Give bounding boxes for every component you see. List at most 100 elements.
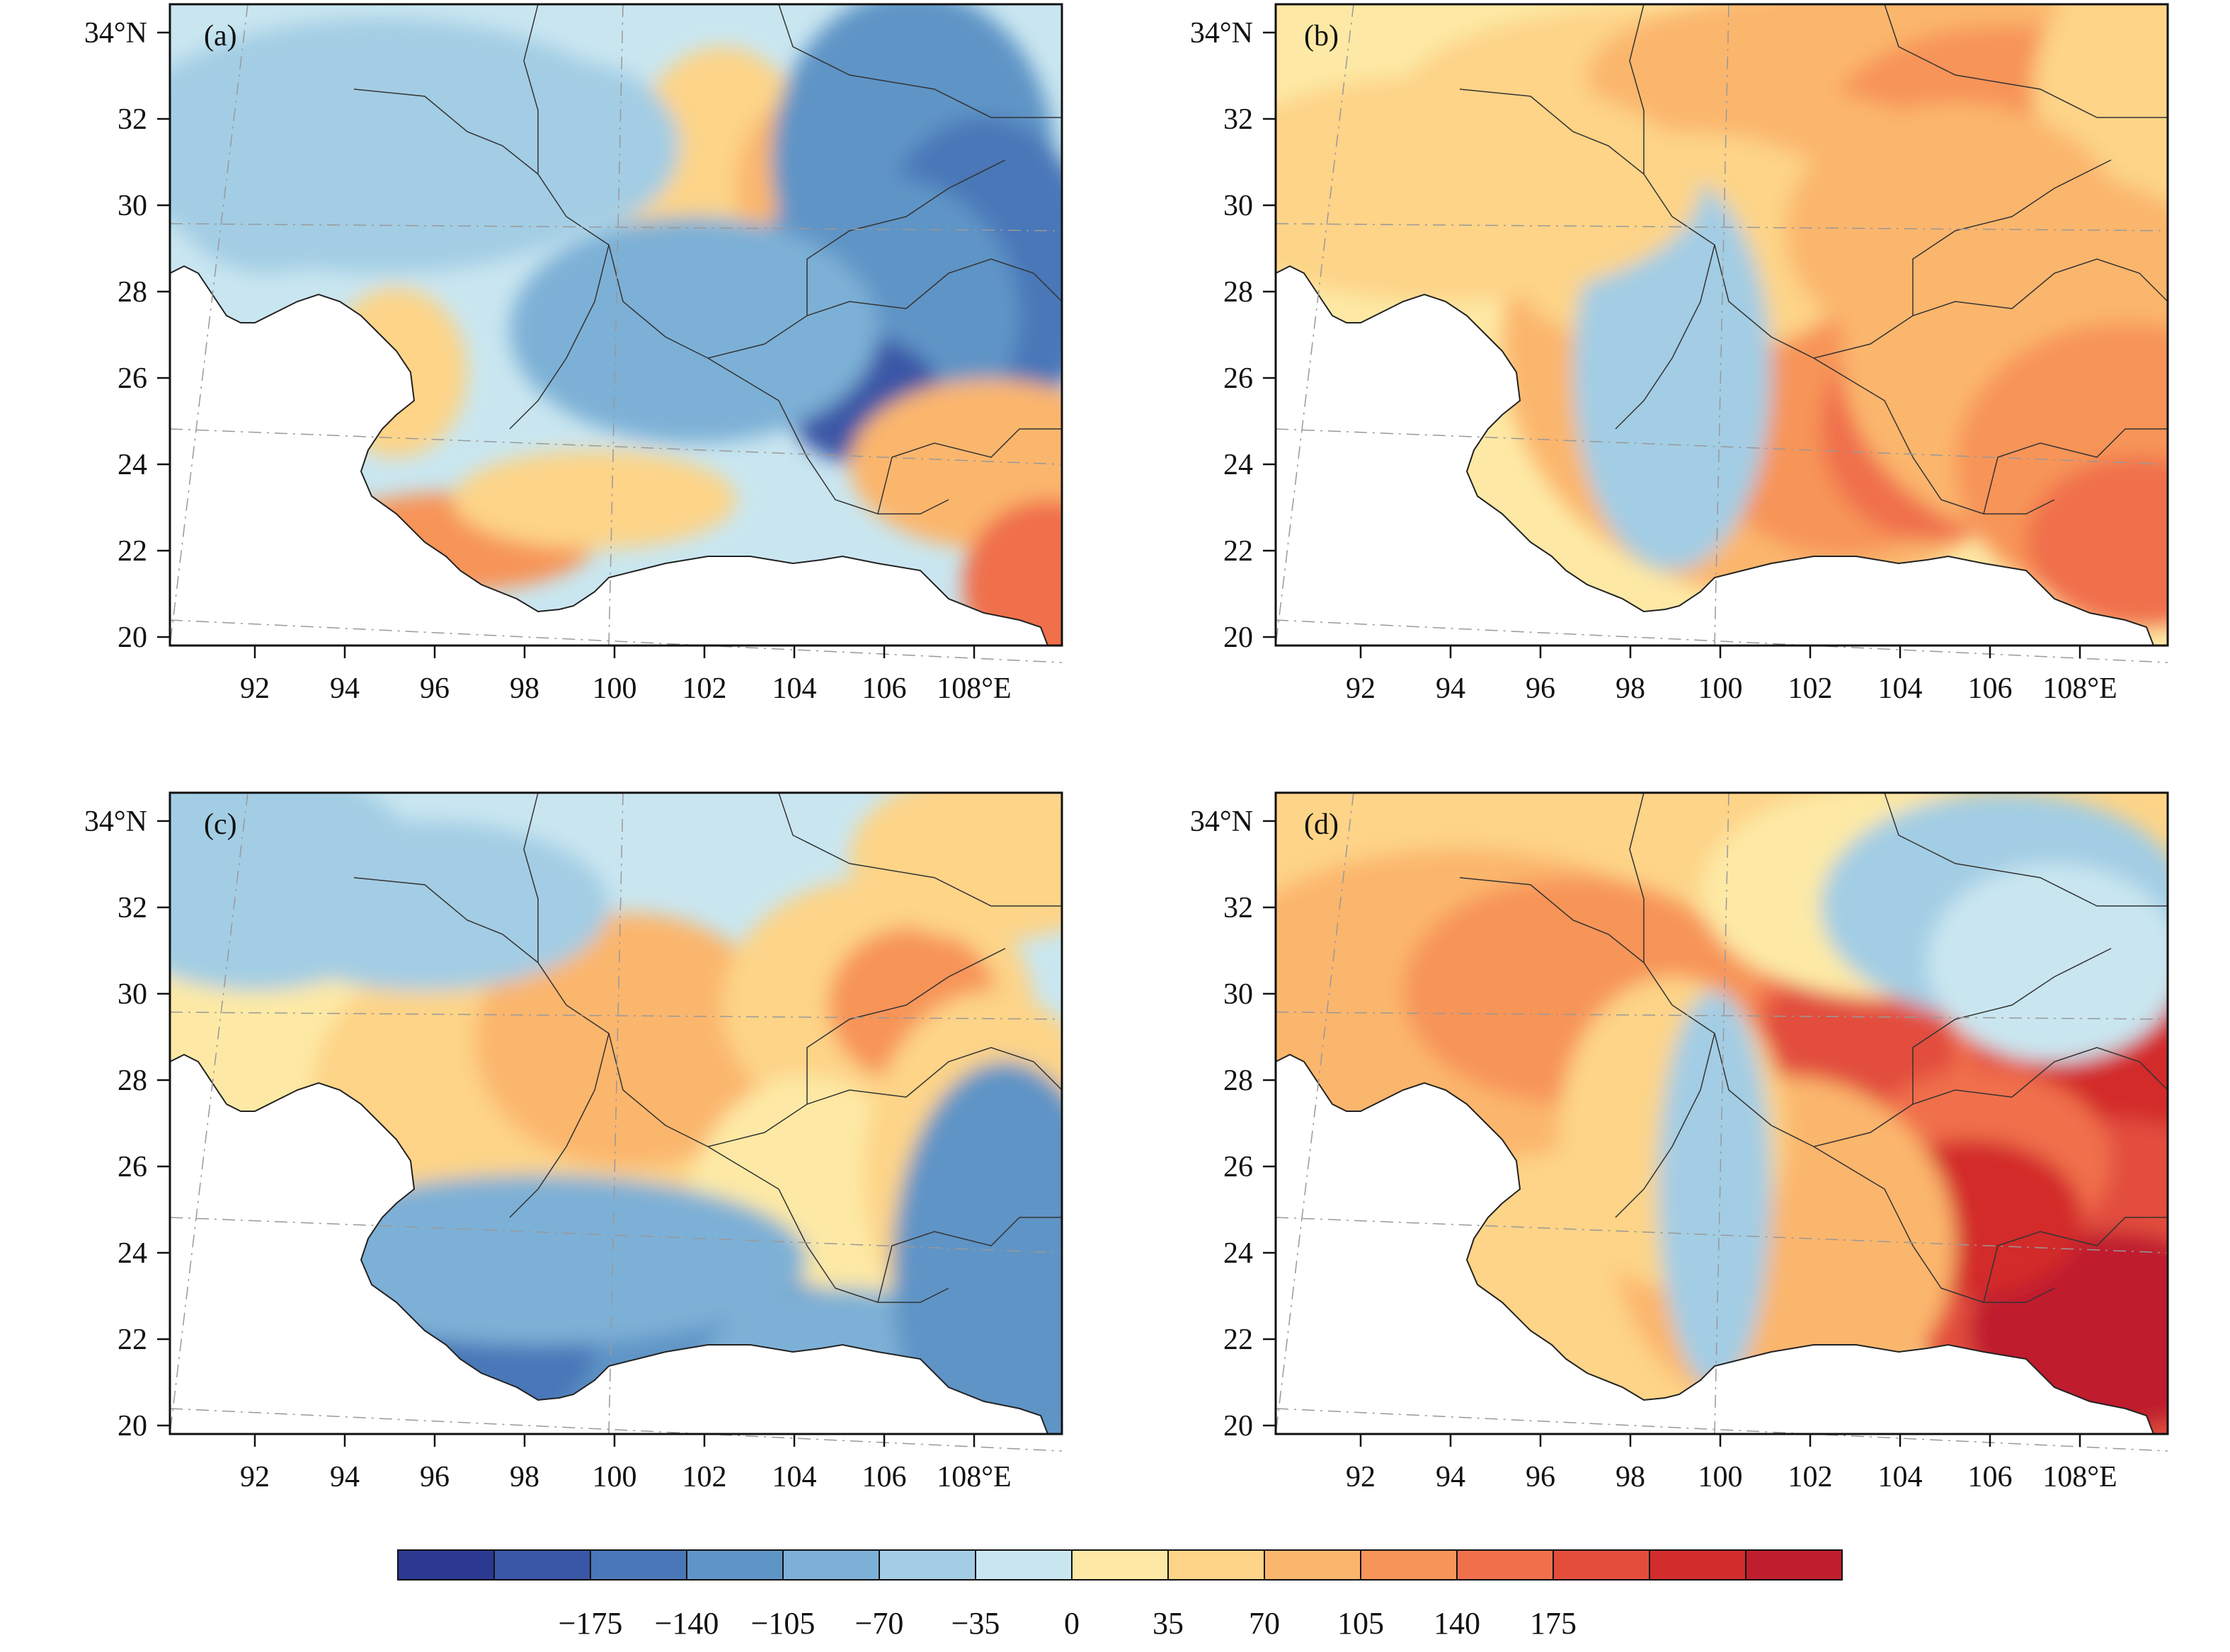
colorbar-box: [686, 1549, 784, 1581]
colorbar-box: [590, 1549, 687, 1581]
lon-tick-label: 106: [862, 672, 907, 705]
lon-tick-label: 100: [1698, 672, 1743, 705]
province-boundary: [353, 877, 539, 963]
lon-tick-label: 100: [593, 672, 637, 705]
overlay-b: [1274, 3, 2169, 663]
lat-tick-label: 34°N: [84, 17, 147, 50]
province-boundary: [707, 1146, 949, 1303]
province-boundary: [877, 1217, 1062, 1303]
lon-tick-label: 92: [240, 1461, 270, 1493]
province-boundary: [2011, 258, 2168, 309]
plot-frame: [1274, 3, 2169, 647]
lat-tick-label: 30: [1223, 978, 1253, 1011]
field-pattern-d: [1276, 793, 2168, 1434]
lon-tick-label: 108°E: [937, 1461, 1011, 1493]
lat-tick-label: 32: [1223, 892, 1253, 924]
province-boundary: [905, 258, 1063, 309]
lat-tick-label: 24: [118, 449, 147, 481]
field-blobs: [1276, 793, 2168, 1434]
colorbar-box: [1264, 1549, 1361, 1581]
graticule-line: [1275, 1217, 2168, 1254]
field-blobs: [1276, 4, 2168, 627]
contour-blob: [170, 103, 368, 273]
contour-blob: [510, 217, 878, 443]
colorbar-tick-label: 0: [1064, 1606, 1080, 1641]
province-boundary: [905, 1047, 1063, 1098]
lat-tick-label: 26: [1223, 1151, 1253, 1183]
province-boundary: [2011, 1047, 2168, 1098]
province-boundary: [1813, 1146, 2055, 1303]
coastline: [169, 4, 1063, 646]
graticule-line: [169, 619, 1063, 663]
graticule-line: [608, 4, 624, 646]
lat-tick-label: 20: [118, 621, 147, 654]
colorbar-box: [1649, 1549, 1746, 1581]
province-boundary: [1884, 4, 2168, 118]
field-pattern-b: [1276, 4, 2168, 646]
contour-blob: [850, 793, 1062, 941]
province-boundary: [806, 948, 1006, 1104]
lat-tick-label: 32: [118, 892, 147, 924]
graticule-line: [1714, 4, 1729, 646]
province-boundary: [1615, 244, 1715, 430]
province-boundary: [509, 244, 610, 430]
lat-tick-label: 28: [1223, 276, 1253, 309]
overlay-a: [168, 3, 1063, 663]
colorbar-box: [879, 1549, 976, 1581]
colorbar-tick-label: −175: [559, 1606, 623, 1641]
graticule-line: [1714, 792, 1729, 1435]
lon-tick-label: 92: [1346, 1461, 1376, 1493]
coastline: [1275, 4, 2168, 646]
province-boundary: [509, 1033, 610, 1218]
plot-frame: [1274, 791, 2169, 1435]
colorbar-box: [1167, 1549, 1265, 1581]
graticule-line: [169, 428, 1063, 465]
colorbar-box: [1071, 1549, 1169, 1581]
ticks-c: 34°N 32 30 28 26 24 22 20 92 94 96 98 100 102 104 106 10…: [84, 805, 1012, 1493]
colorbar-box: [1553, 1549, 1650, 1581]
lat-tick-label: 34°N: [1190, 17, 1253, 50]
colorbar-tick-label: 35: [1153, 1606, 1184, 1641]
lon-tick-label: 106: [1968, 672, 2013, 705]
province-boundary: [778, 4, 1062, 118]
lat-tick-label: 22: [118, 1324, 147, 1356]
province-boundary: [1459, 88, 1645, 175]
graticule-line: [169, 792, 248, 1435]
contour-blob: [474, 913, 786, 1168]
colorbar-tick-label: 105: [1337, 1606, 1384, 1641]
lon-tick-label: 94: [1436, 672, 1465, 705]
contour-blob: [2033, 4, 2168, 217]
colorbar-tick-label: 175: [1530, 1606, 1577, 1641]
lon-tick-label: 96: [420, 1461, 450, 1493]
graticule-line: [1275, 792, 1354, 1435]
lat-tick-label: 22: [1223, 535, 1253, 568]
coastline: [169, 792, 1063, 1435]
lon-tick-label: 102: [682, 672, 727, 705]
lon-tick-label: 96: [1526, 1461, 1555, 1493]
lat-tick-label: 32: [1223, 103, 1253, 136]
province-boundary: [1615, 1033, 1715, 1218]
lon-tick-label: 92: [240, 672, 270, 705]
contour-blob: [892, 1062, 1062, 1434]
graticule-line: [1275, 1408, 2168, 1452]
lon-tick-label: 96: [1526, 672, 1555, 705]
province-boundary: [1912, 948, 2112, 1104]
colorbar-labels: −175 −140 −105 −70 −35 0 35 70 105 140 175: [559, 1606, 1577, 1641]
lon-tick-label: 94: [330, 1461, 360, 1493]
field-pattern-a: [170, 4, 1062, 646]
colorbar-box: [1456, 1549, 1554, 1581]
lon-tick-label: 104: [1878, 672, 1923, 705]
land-field: [1276, 4, 2168, 646]
lat-tick-label: 24: [1223, 1237, 1253, 1270]
colorbar-tick-label: −105: [751, 1606, 816, 1641]
graticule-line: [1275, 4, 1354, 646]
lon-tick-label: 108°E: [2042, 1461, 2117, 1493]
graticule-line: [1275, 619, 2168, 663]
lon-tick-label: 100: [593, 1461, 637, 1493]
graticule-line: [169, 223, 1063, 231]
lat-tick-label: 30: [118, 978, 147, 1011]
contour-blob: [850, 379, 1062, 549]
lat-tick-label: 26: [1223, 362, 1253, 395]
graticule-line: [608, 792, 624, 1435]
colorbar-box: [397, 1549, 495, 1581]
